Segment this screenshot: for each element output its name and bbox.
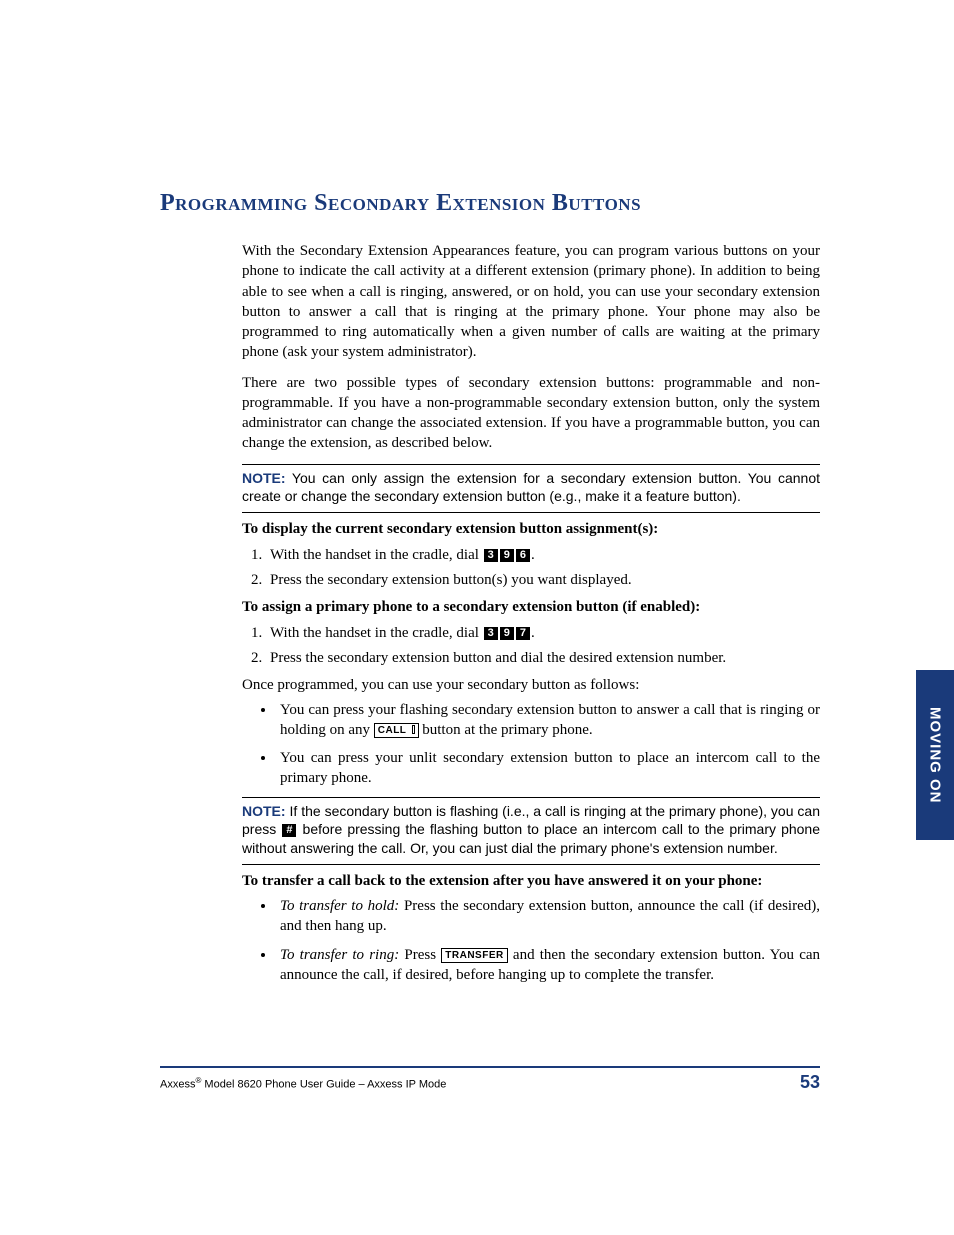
proc-assign-steps: With the handset in the cradle, dial 397… xyxy=(266,622,820,669)
list-item: You can press your unlit secondary exten… xyxy=(276,748,820,789)
note-rule-bottom-1 xyxy=(242,512,820,513)
note-text: You can only assign the extension for a … xyxy=(242,470,820,505)
keypad-key: 7 xyxy=(516,627,530,640)
proc-display-heading: To display the current secondary extensi… xyxy=(242,521,820,538)
page-title: Programming Secondary Extension Buttons xyxy=(160,190,820,217)
lamp-icon xyxy=(412,725,415,734)
step-text: . xyxy=(531,547,535,563)
intro-para-1: With the Secondary Extension Appearances… xyxy=(242,241,820,363)
list-item: You can press your flashing secondary ex… xyxy=(276,700,820,741)
proc-assign-heading: To assign a primary phone to a secondary… xyxy=(242,599,820,616)
note-2: NOTE: If the secondary button is flashin… xyxy=(242,802,820,859)
keypad-key: 3 xyxy=(484,549,498,562)
transfer-bullets: To transfer to hold: Press the secondary… xyxy=(276,896,820,985)
page-footer: Axxess® Model 8620 Phone User Guide – Ax… xyxy=(160,1066,820,1093)
note-text: before pressing the flashing button to p… xyxy=(242,821,820,856)
keypad-key: 6 xyxy=(516,549,530,562)
proc-transfer-heading: To transfer a call back to the extension… xyxy=(242,873,820,890)
once-programmed: Once programmed, you can use your second… xyxy=(242,675,820,695)
note-label: NOTE: xyxy=(242,803,286,819)
intro-para-2: There are two possible types of secondar… xyxy=(242,373,820,454)
note-rule-top-1 xyxy=(242,464,820,465)
list-item: To transfer to hold: Press the secondary… xyxy=(276,896,820,937)
footer-rest: Model 8620 Phone User Guide – Axxess IP … xyxy=(201,1079,446,1091)
list-item: Press the secondary extension button(s) … xyxy=(266,569,820,592)
transfer-label: To transfer to hold: xyxy=(280,898,399,914)
page-number: 53 xyxy=(800,1072,820,1093)
footer-rule xyxy=(160,1066,820,1068)
footer-product: Axxess xyxy=(160,1079,195,1091)
keypad-key: # xyxy=(282,824,296,837)
bullet-text: button at the primary phone. xyxy=(419,722,593,738)
usage-bullets: You can press your flashing secondary ex… xyxy=(276,700,820,789)
list-item: With the handset in the cradle, dial 397… xyxy=(266,622,820,645)
section-tab: MOVING ON xyxy=(916,670,954,840)
note-rule-top-2 xyxy=(242,797,820,798)
step-text: With the handset in the cradle, dial xyxy=(270,625,483,641)
list-item: To transfer to ring: Press TRANSFER and … xyxy=(276,945,820,986)
proc-display-steps: With the handset in the cradle, dial 396… xyxy=(266,544,820,591)
transfer-text: Press xyxy=(399,947,441,963)
step-text: With the handset in the cradle, dial xyxy=(270,547,483,563)
note-label: NOTE: xyxy=(242,470,286,486)
footer-left: Axxess® Model 8620 Phone User Guide – Ax… xyxy=(160,1076,446,1091)
transfer-label: To transfer to ring: xyxy=(280,947,399,963)
note-1: NOTE: You can only assign the extension … xyxy=(242,469,820,507)
keypad-key: 3 xyxy=(484,627,498,640)
list-item: With the handset in the cradle, dial 396… xyxy=(266,544,820,567)
note-rule-bottom-2 xyxy=(242,864,820,865)
keypad-key: 9 xyxy=(500,627,514,640)
list-item: Press the secondary extension button and… xyxy=(266,647,820,670)
keypad-key: 9 xyxy=(500,549,514,562)
step-text: . xyxy=(531,625,535,641)
transfer-button-label: TRANSFER xyxy=(441,948,507,963)
call-button-label: CALL xyxy=(374,723,419,738)
